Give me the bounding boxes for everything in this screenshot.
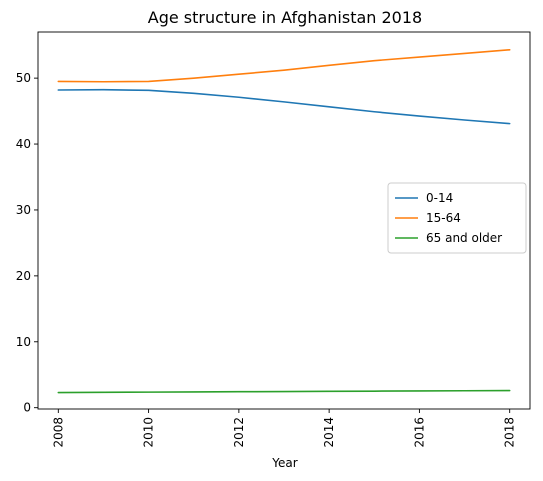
legend: 0-14 15-64 65 and older (387, 182, 527, 254)
series-line-2 (57, 389, 511, 394)
x-tick-label: 2016 (412, 417, 426, 448)
y-tick-label: 30 (16, 203, 31, 217)
y-tick-label: 20 (16, 269, 31, 283)
x-tick-label: 2012 (232, 417, 246, 448)
y-tick-label: 10 (16, 335, 31, 349)
legend-label: 15-64 (426, 211, 461, 225)
plot-area (37, 31, 531, 410)
x-tick-label: 2018 (503, 417, 517, 448)
y-axis: 0 10 20 30 40 50 (16, 71, 38, 415)
x-axis: 2008 2010 2012 2014 2016 2018 (51, 409, 517, 448)
y-tick-label: 50 (16, 71, 31, 85)
chart-title: Age structure in Afghanistan 2018 (148, 8, 422, 27)
x-tick-label: 2008 (51, 417, 65, 448)
plot-frame (37, 31, 531, 410)
legend-box (387, 182, 527, 254)
legend-label: 0-14 (426, 191, 453, 205)
series-line-0 (57, 88, 511, 125)
series-line-1 (57, 49, 511, 83)
legend-label: 65 and older (426, 231, 502, 245)
x-tick-label: 2010 (142, 417, 156, 448)
x-tick-label: 2014 (322, 417, 336, 448)
y-tick-label: 40 (16, 137, 31, 151)
y-tick-label: 0 (23, 401, 31, 415)
x-axis-label: Year (271, 456, 297, 470)
